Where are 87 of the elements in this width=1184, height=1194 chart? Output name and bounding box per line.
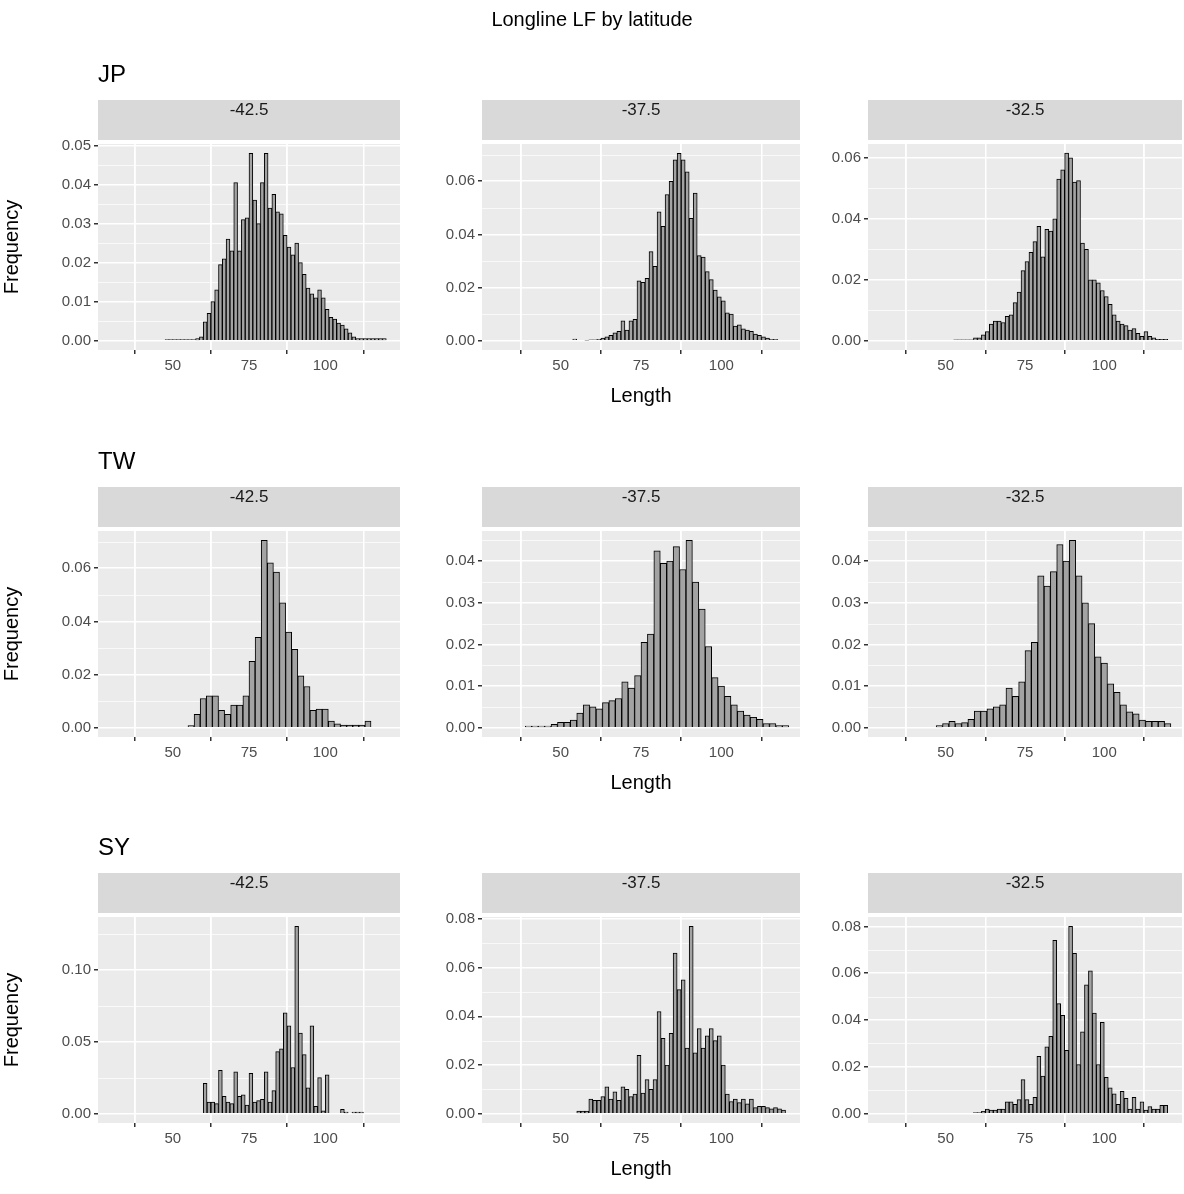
chart-title: -42.5 xyxy=(98,100,400,140)
chart-title: -37.5 xyxy=(482,487,800,527)
x-tick-label: 75 xyxy=(1016,1129,1034,1147)
x-tick-label: 75 xyxy=(240,1129,258,1147)
y-tick-label: 0.02 xyxy=(831,634,861,652)
chart-title: -32.5 xyxy=(868,487,1182,527)
x-axis-title: Length xyxy=(610,383,672,406)
y-tick-label: 0.04 xyxy=(445,1006,475,1024)
y-tick-label: 0.08 xyxy=(445,909,475,927)
y-tick-label: 0.00 xyxy=(445,330,475,348)
y-tick-label: 0.04 xyxy=(831,1010,861,1028)
x-tick-label: 100 xyxy=(708,1129,734,1147)
y-tick-label: 0.06 xyxy=(61,558,91,576)
y-tick-label: 0.06 xyxy=(831,147,861,165)
y-tick-label: 0.04 xyxy=(445,551,475,569)
y-tick-label: 0.06 xyxy=(831,963,861,981)
y-tick-label: 0.08 xyxy=(831,916,861,934)
x-tick-label: 75 xyxy=(240,743,258,761)
y-tick-label: 0.04 xyxy=(831,551,861,569)
y-tick-label: 0.02 xyxy=(445,1055,475,1073)
y-tick-label: 0.02 xyxy=(831,269,861,287)
chart-subtitle: JP xyxy=(98,60,127,88)
chart-subtitle: TW xyxy=(98,447,136,475)
chart-title: -42.5 xyxy=(98,873,400,913)
x-tick-label: 100 xyxy=(312,743,338,761)
x-tick-label: 50 xyxy=(164,743,182,761)
y-tick-label: 0.05 xyxy=(61,1031,91,1049)
y-tick-label: 0.00 xyxy=(61,330,91,348)
x-tick-label: 50 xyxy=(552,356,570,374)
x-tick-label: 100 xyxy=(1091,743,1117,761)
y-tick-label: 0.03 xyxy=(61,213,91,231)
chart-title: -32.5 xyxy=(868,873,1182,913)
y-tick-label: 0.02 xyxy=(445,277,475,295)
y-tick-label: 0.05 xyxy=(61,135,91,153)
text: Longline LF by latitude xyxy=(490,8,694,31)
y-tick-label: 0.01 xyxy=(831,676,861,694)
x-tick-label: 75 xyxy=(632,743,650,761)
y-axis-title: Frequency xyxy=(0,586,22,682)
chart-title: -32.5 xyxy=(868,100,1182,140)
x-tick-label: 50 xyxy=(552,1129,570,1147)
x-tick-label: 100 xyxy=(312,356,338,374)
y-tick-label: 0.03 xyxy=(831,592,861,610)
y-tick-label: 0.00 xyxy=(61,717,91,735)
y-tick-label: 0.06 xyxy=(445,171,475,189)
x-tick-label: 50 xyxy=(164,1129,182,1147)
y-tick-label: 0.04 xyxy=(445,224,475,242)
y-tick-label: 0.01 xyxy=(445,676,475,694)
y-tick-label: 0.04 xyxy=(61,611,91,629)
y-tick-label: 0.00 xyxy=(831,1103,861,1121)
x-tick-label: 100 xyxy=(708,743,734,761)
x-tick-label: 75 xyxy=(1016,743,1034,761)
y-tick-label: 0.00 xyxy=(61,1103,91,1121)
y-tick-label: 0.00 xyxy=(445,1103,475,1121)
y-tick-label: 0.02 xyxy=(61,252,91,270)
y-tick-label: 0.06 xyxy=(445,957,475,975)
y-tick-label: 0.00 xyxy=(831,330,861,348)
y-tick-label: 0.01 xyxy=(61,291,91,309)
x-tick-label: 75 xyxy=(632,356,650,374)
y-tick-label: 0.10 xyxy=(61,959,91,977)
x-axis-title: Length xyxy=(610,770,672,793)
y-tick-label: 0.00 xyxy=(831,717,861,735)
y-tick-label: 0.03 xyxy=(445,592,475,610)
chart-title: -37.5 xyxy=(482,100,800,140)
y-tick-label: 0.02 xyxy=(61,664,91,682)
x-tick-label: 75 xyxy=(1016,356,1034,374)
chart-title: -42.5 xyxy=(98,487,400,527)
y-tick-label: 0.04 xyxy=(61,174,91,192)
chart-subtitle: SY xyxy=(98,833,131,861)
x-tick-label: 100 xyxy=(1091,356,1117,374)
x-tick-label: 50 xyxy=(937,356,955,374)
y-tick-label: 0.04 xyxy=(831,208,861,226)
x-tick-label: 100 xyxy=(708,356,734,374)
chart-title: -37.5 xyxy=(482,873,800,913)
y-tick-label: 0.02 xyxy=(831,1056,861,1074)
x-tick-label: 100 xyxy=(1091,1129,1117,1147)
y-axis-title: Frequency xyxy=(0,199,22,295)
y-axis-title: Frequency xyxy=(0,972,22,1068)
x-tick-label: 50 xyxy=(937,1129,955,1147)
x-tick-label: 75 xyxy=(632,1129,650,1147)
x-tick-label: 50 xyxy=(937,743,955,761)
x-tick-label: 75 xyxy=(240,356,258,374)
x-tick-label: 100 xyxy=(312,1129,338,1147)
x-tick-label: 50 xyxy=(552,743,570,761)
x-axis-title: Length xyxy=(610,1156,672,1179)
y-tick-label: 0.02 xyxy=(445,634,475,652)
y-tick-label: 0.00 xyxy=(445,717,475,735)
x-tick-label: 50 xyxy=(164,356,182,374)
